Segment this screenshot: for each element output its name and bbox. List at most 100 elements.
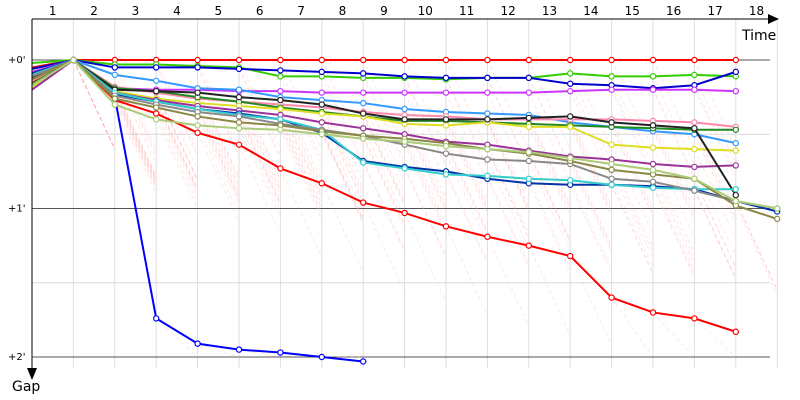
lap-connector [155, 119, 198, 209]
lap-connector [487, 122, 530, 212]
lap-connector [73, 59, 116, 150]
lap-connector [652, 181, 695, 272]
lap-connector [694, 318, 737, 358]
lap-connector [321, 104, 364, 194]
lap-connector [280, 119, 323, 209]
series-point [691, 86, 698, 93]
lap-connector [735, 205, 778, 295]
series-point [691, 56, 698, 64]
lap-connector [362, 116, 405, 206]
series-point [567, 154, 574, 162]
lap-connector [445, 153, 488, 243]
series-point [277, 56, 284, 64]
lap-connector [114, 98, 157, 188]
series-point [649, 122, 657, 129]
lap-label: 10 [418, 4, 433, 18]
lap-connector [362, 116, 405, 206]
lap-connector [404, 144, 447, 234]
lap-connector [73, 59, 116, 150]
series-point [401, 165, 408, 172]
lap-connector [735, 200, 778, 291]
series-point [442, 142, 450, 150]
series-point [484, 156, 491, 163]
lap-connector [694, 189, 737, 279]
lap-connector [694, 189, 737, 279]
series-point [194, 56, 201, 64]
series-point [525, 56, 533, 64]
series-point [608, 119, 615, 126]
lap-connector [445, 145, 488, 236]
lap-label: 12 [500, 4, 515, 18]
lap-connector [238, 110, 281, 200]
gap-tick-label: +0' [8, 55, 26, 66]
lap-label: 16 [666, 4, 681, 18]
series-point [194, 89, 201, 96]
series-point [691, 119, 698, 126]
series-point [277, 87, 284, 95]
series-point [152, 87, 160, 95]
lap-connector [735, 200, 778, 291]
lap-connector [404, 212, 447, 303]
series-point [277, 165, 284, 172]
lap-connector [280, 96, 323, 187]
lap-connector [73, 59, 116, 150]
lap-connector [197, 343, 240, 358]
lap-connector [528, 178, 571, 269]
lap-connector [197, 125, 240, 215]
series-point [649, 178, 657, 185]
lap-connector [197, 105, 240, 196]
lap-connector [569, 156, 612, 246]
lap-connector [487, 178, 530, 269]
lap-connector [487, 148, 530, 239]
lap-connector [445, 142, 488, 233]
lap-connector [362, 111, 405, 202]
series-point [318, 101, 325, 108]
lap-connector [362, 160, 405, 251]
lap-connector [73, 59, 116, 150]
x-axis-arrow-icon [768, 14, 779, 24]
series-point [318, 56, 325, 64]
lap-connector [280, 168, 323, 258]
lap-connector [528, 160, 571, 251]
series-point [649, 184, 657, 191]
lap-label: 1 [49, 4, 57, 18]
series-point [649, 309, 657, 316]
lap-connector [487, 148, 530, 239]
lap-connector [362, 138, 405, 228]
lap-connector [321, 111, 364, 202]
series-point [235, 141, 243, 148]
lap-connector [155, 113, 198, 203]
series-point [649, 73, 657, 80]
lap-connector [652, 186, 695, 276]
lap-connector [528, 153, 571, 243]
lap-connector [238, 128, 281, 218]
lap-connector [652, 312, 695, 358]
lap-connector [611, 184, 654, 275]
lap-connector [652, 59, 695, 150]
series-point [360, 70, 367, 77]
lap-connector [73, 59, 116, 150]
lap-connector [569, 180, 612, 270]
series-point [235, 86, 243, 93]
lap-connector [114, 95, 157, 185]
lap-connector [569, 163, 612, 254]
series-point [732, 185, 740, 193]
lap-connector [280, 104, 323, 194]
lap-connector [445, 171, 488, 261]
lap-connector [445, 120, 488, 211]
series-point [152, 104, 160, 111]
lap-connector [404, 138, 447, 228]
series-point [277, 105, 284, 113]
series-point [608, 175, 615, 182]
lap-label: 2 [90, 4, 98, 18]
series-point [360, 110, 367, 117]
lap-connector [362, 135, 405, 226]
chart-grid [31, 19, 778, 368]
series-point [484, 56, 491, 64]
series-point [525, 114, 533, 122]
lap-connector [280, 129, 323, 220]
lap-connector [652, 174, 695, 264]
series-point [484, 172, 491, 180]
series-point [608, 141, 615, 148]
